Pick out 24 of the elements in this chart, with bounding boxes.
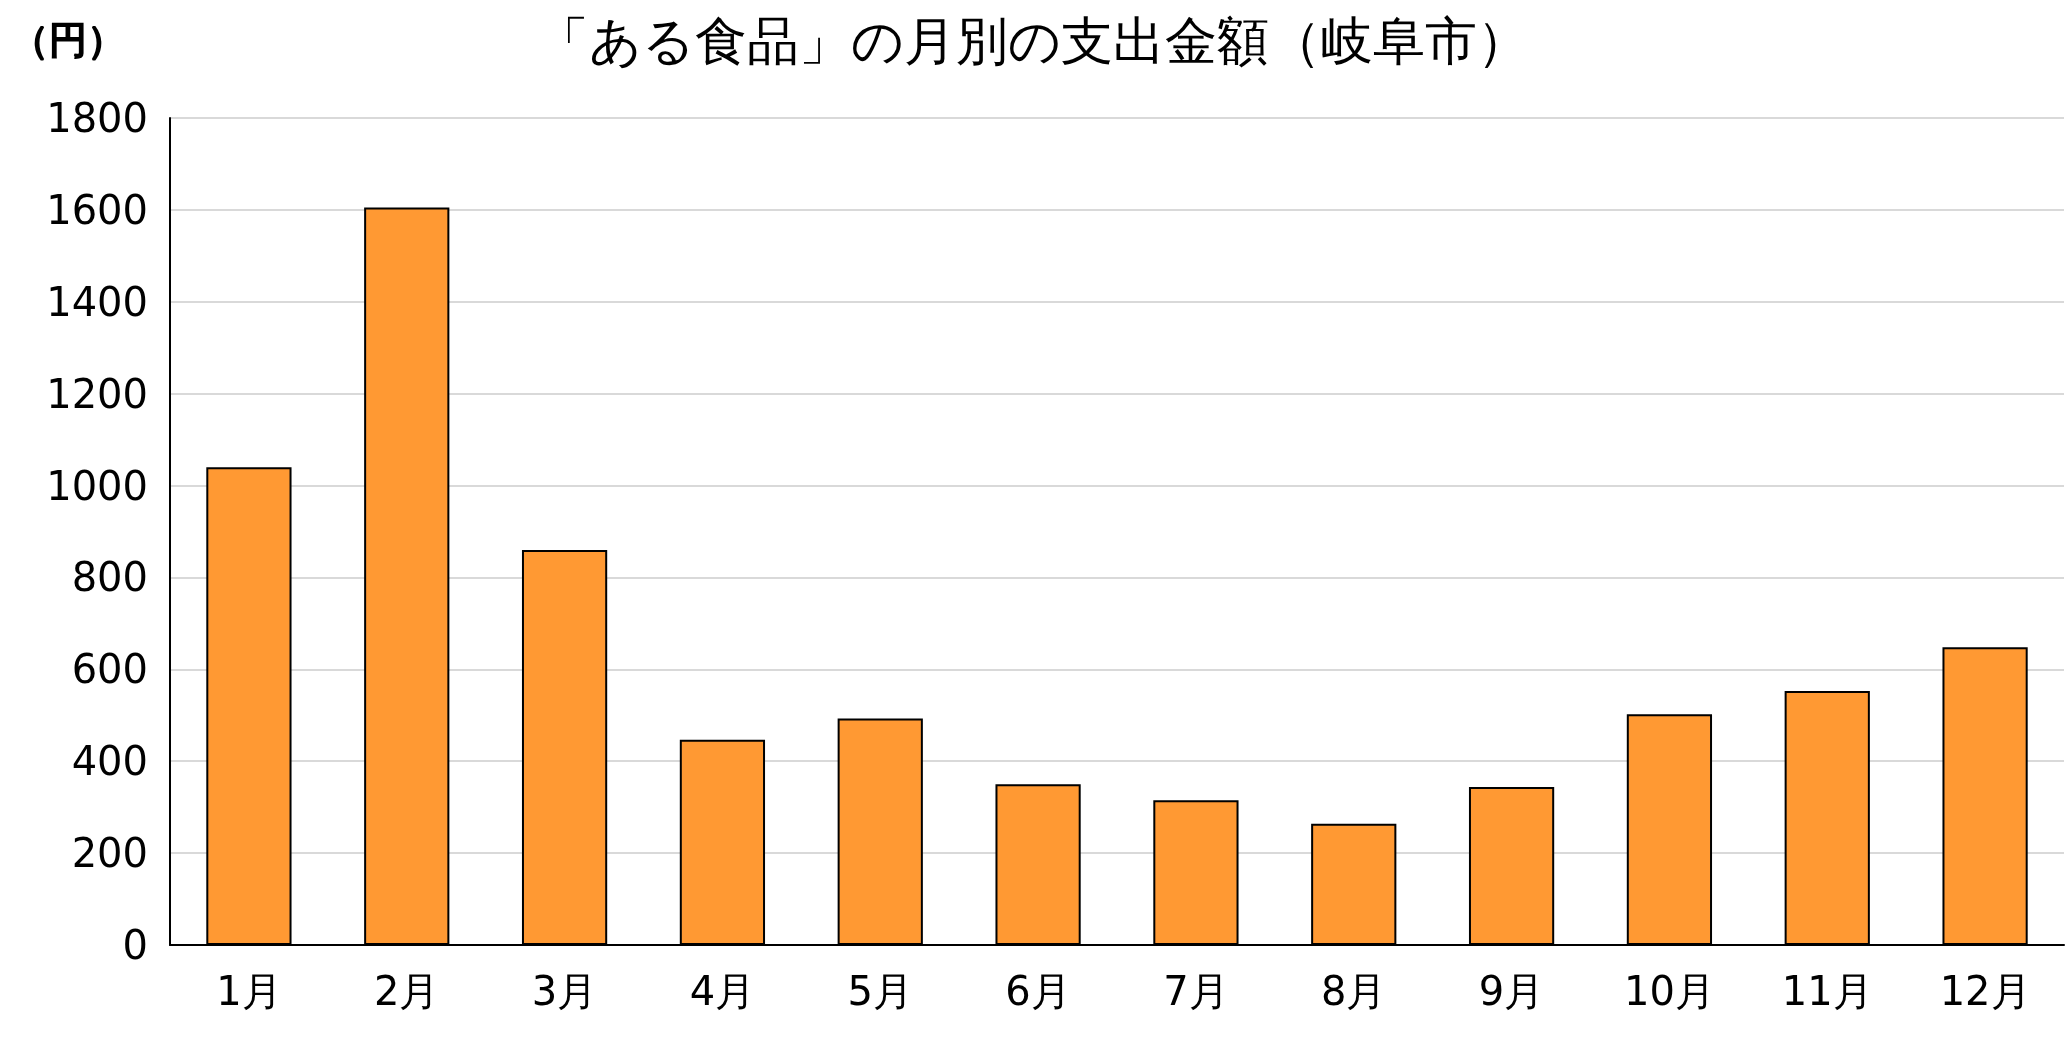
y-tick-label: 1600 — [46, 186, 148, 233]
y-axis-title: （円） — [11, 18, 125, 62]
y-tick-label: 1200 — [46, 370, 148, 417]
x-tick-label: 5月 — [847, 968, 913, 1014]
x-tick-label: 9月 — [1478, 968, 1545, 1014]
x-tick-label: 12月 — [1939, 968, 2031, 1014]
y-tick-label: 0 — [122, 922, 148, 968]
y-tick-label: 1000 — [46, 462, 148, 509]
x-tick-label: 1月 — [216, 968, 282, 1014]
x-tick-label: 3月 — [531, 968, 598, 1014]
y-tick-label: 200 — [71, 830, 148, 877]
y-tick-label: 800 — [71, 554, 148, 601]
x-tick-label: 10月 — [1623, 968, 1715, 1014]
y-tick-label: 1800 — [46, 95, 148, 141]
x-tick-label: 11月 — [1781, 968, 1873, 1014]
x-tick-label: 2月 — [374, 968, 440, 1014]
y-tick-label: 400 — [71, 738, 148, 785]
x-tick-label: 4月 — [689, 968, 756, 1014]
x-tick-label: 7月 — [1163, 968, 1229, 1014]
chart-title: 「ある食品」の月別の支出金額（岐阜市） — [537, 11, 1529, 71]
y-tick-label: 1400 — [46, 278, 148, 325]
y-tick-label: 600 — [71, 646, 148, 693]
x-tick-label: 6月 — [1005, 968, 1071, 1014]
x-tick-label: 8月 — [1321, 968, 1387, 1014]
